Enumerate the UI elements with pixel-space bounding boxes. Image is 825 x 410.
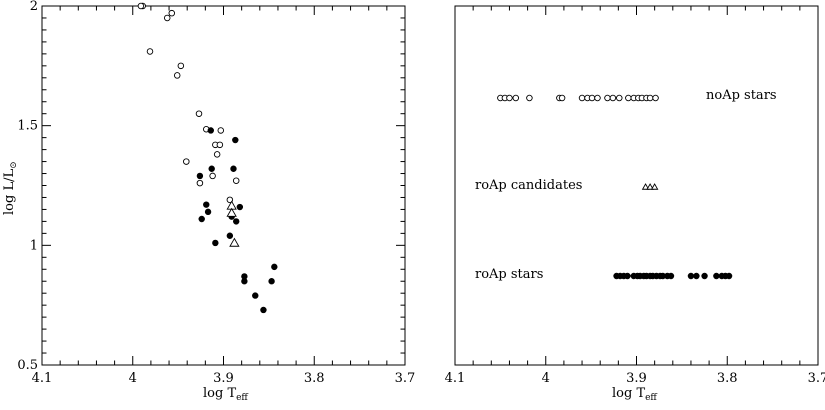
right-row-label-roap-stars: roAp stars (475, 267, 543, 282)
data-point-filled-circle (268, 278, 275, 285)
data-point-open-circle (226, 196, 234, 204)
data-point-filled-circle (241, 278, 248, 285)
data-point-open-triangle (229, 237, 240, 247)
data-point-open-circle (512, 94, 520, 102)
data-point-filled-circle (230, 165, 237, 172)
data-point-open-circle (209, 172, 216, 180)
left-plot-frame (41, 5, 406, 366)
data-point-open-circle (604, 94, 611, 102)
x-tick-label: 3.9 (213, 371, 234, 386)
right-x-axis-label: log Teff (612, 386, 657, 403)
data-point-open-circle (173, 72, 181, 79)
left-panel: 4.1 4 3.9 3.8 3.7 0.5 1 1.5 2 log Teff log L/L⊙ (2, 0, 415, 403)
data-point-open-circle (217, 127, 225, 134)
x-tick-label: 3.8 (304, 371, 325, 386)
right-tick-marks (454, 6, 819, 365)
data-point-open-circle (588, 94, 596, 102)
data-point-filled-circle (624, 272, 631, 280)
data-point-filled-circle (725, 272, 733, 280)
data-point-open-triangle (646, 183, 654, 190)
x-tick-label: 4.1 (445, 371, 466, 386)
data-point-filled-circle (713, 272, 720, 280)
data-point-filled-circle (271, 263, 278, 271)
y-tick-label: 0.5 (17, 358, 38, 373)
right-row-label-noap: noAp stars (706, 88, 777, 103)
data-point-filled-circle (667, 272, 675, 280)
data-point-open-circle (177, 62, 185, 70)
data-point-filled-circle (203, 201, 210, 208)
data-point-open-circle (652, 94, 659, 102)
data-point-open-circle (195, 110, 203, 117)
right-x-axis-label-sub: eff (645, 393, 657, 403)
data-point-open-circle (578, 94, 586, 102)
data-point-filled-circle (212, 239, 219, 247)
left-tick-marks (41, 5, 406, 366)
left-y-axis-label-main: log L/L (2, 169, 17, 215)
data-point-open-triangle (650, 183, 659, 190)
data-point-open-circle (146, 48, 154, 55)
data-point-open-circle (616, 94, 623, 102)
left-x-tick-labels: 4.1 4 3.9 3.8 3.7 (32, 371, 416, 386)
data-point-open-triangle (226, 207, 237, 217)
data-point-filled-circle (687, 272, 695, 280)
left-y-tick-labels: 0.5 1 1.5 2 (17, 0, 38, 373)
data-point-open-circle (646, 94, 654, 102)
data-point-filled-circle (693, 272, 700, 280)
data-point-open-circle (526, 94, 533, 102)
x-tick-label: 3.9 (626, 371, 647, 386)
x-tick-label: 4 (542, 371, 550, 386)
data-point-open-circle (196, 179, 204, 187)
right-row-label-roap-candidates: roAp candidates (475, 178, 582, 193)
data-point-open-circle (168, 9, 176, 17)
data-point-open-circle (163, 14, 171, 22)
sun-symbol: ⊙ (9, 161, 19, 169)
data-point-filled-circle (208, 165, 215, 172)
data-point-filled-circle (701, 272, 708, 280)
data-point-filled-circle (252, 292, 259, 299)
y-tick-label: 2 (30, 0, 38, 14)
y-tick-label: 1 (30, 238, 38, 253)
data-point-open-circle (232, 177, 240, 184)
x-tick-label: 3.7 (808, 371, 825, 386)
data-point-filled-circle (236, 203, 244, 211)
left-x-axis-label-sub: eff (236, 393, 248, 403)
data-point-open-circle (594, 94, 601, 102)
left-y-axis-label: log L/L⊙ (2, 161, 19, 215)
right-x-tick-labels: 4.1 4 3.9 3.8 3.7 (445, 371, 825, 386)
left-x-axis-label-main: log T (203, 386, 236, 401)
right-data-marks (497, 94, 733, 280)
data-point-filled-circle (226, 232, 234, 239)
x-tick-label: 4 (129, 371, 137, 386)
data-point-open-circle (213, 151, 221, 158)
right-panel: 4.1 4 3.9 3.8 3.7 noAp stars roAp candidates… (445, 5, 825, 403)
left-x-axis-label: log Teff (203, 386, 248, 403)
y-tick-label: 1.5 (17, 119, 38, 134)
data-point-filled-circle (232, 136, 239, 144)
data-point-filled-circle (204, 208, 212, 216)
data-point-open-circle (609, 94, 617, 102)
data-point-filled-circle (196, 172, 204, 180)
data-point-open-circle (183, 158, 190, 165)
x-tick-label: 4.1 (32, 371, 53, 386)
data-point-filled-circle (198, 215, 205, 223)
data-point-open-triangle (641, 183, 650, 190)
data-point-filled-circle (233, 218, 240, 225)
data-point-open-circle (137, 2, 145, 10)
data-point-filled-circle (260, 306, 267, 314)
data-point-open-circle (506, 94, 513, 102)
data-point-open-circle (625, 94, 632, 102)
x-tick-label: 3.8 (717, 371, 738, 386)
data-point-open-circle (558, 94, 566, 102)
x-tick-label: 3.7 (395, 371, 416, 386)
data-point-open-circle (216, 141, 224, 149)
left-data-marks (137, 2, 278, 314)
right-x-axis-label-main: log T (612, 386, 645, 401)
data-point-filled-circle (207, 127, 214, 134)
